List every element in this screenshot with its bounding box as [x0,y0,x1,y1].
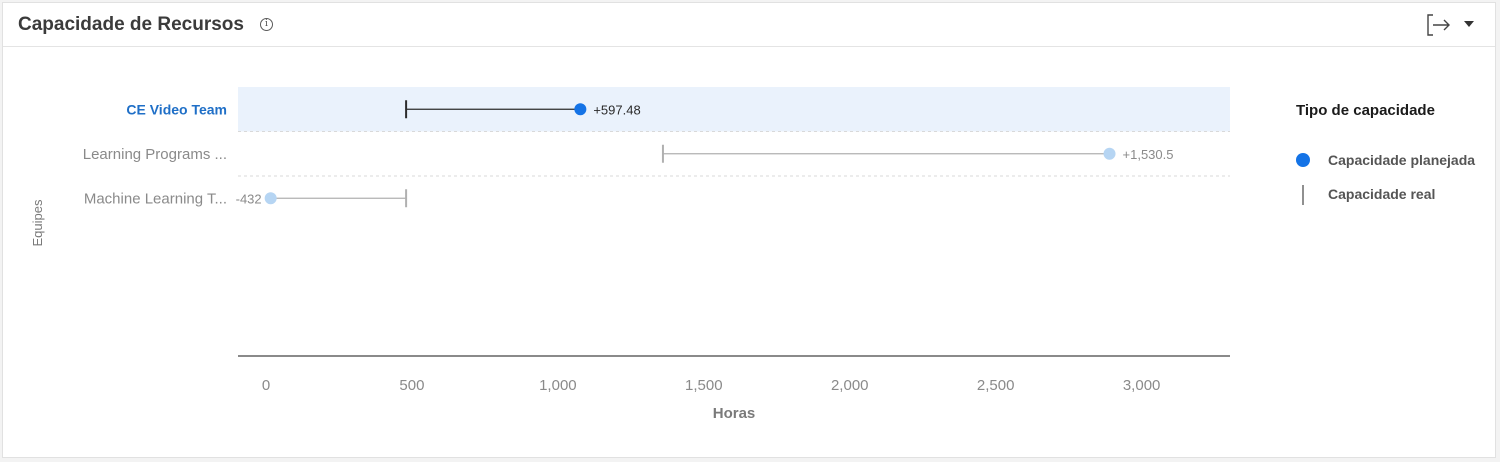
delta-label: +597.48 [593,102,640,117]
x-tick-label: 2,500 [977,377,1015,394]
x-tick-label: 2,000 [831,377,869,394]
actual-bar-icon [1302,185,1304,205]
y-axis-title: Equipes [30,199,45,246]
info-icon[interactable]: i [260,18,273,31]
planned-capacity-dot[interactable] [574,103,587,116]
planned-dot-icon [1296,153,1310,167]
planned-capacity-dot[interactable] [1103,147,1116,160]
category-label[interactable]: Machine Learning T... [84,190,227,207]
x-tick-label: 1,000 [539,377,577,394]
x-tick-label: 1,500 [685,377,723,394]
legend-title: Tipo de capacidade [1296,102,1435,119]
category-label[interactable]: Learning Programs ... [83,146,227,163]
delta-label: -432 [236,191,262,206]
planned-capacity-dot[interactable] [264,192,277,205]
legend-label-planned: Capacidade planejada [1328,152,1476,168]
delta-label: +1,530.5 [1123,147,1174,162]
export-icon[interactable] [1426,13,1452,37]
x-tick-label: 0 [262,377,270,394]
legend-label-actual: Capacidade real [1328,186,1436,202]
page-title: Capacidade de Recursos [18,14,244,35]
panel-header: Capacidade de Recursos i [3,3,1495,47]
highlight-row-band [238,87,1230,132]
x-axis-title: Horas [713,405,756,422]
caret-down-icon[interactable] [1462,17,1476,31]
x-tick-label: 3,000 [1123,377,1161,394]
category-label[interactable]: CE Video Team [126,101,227,117]
x-tick-label: 500 [399,377,424,394]
